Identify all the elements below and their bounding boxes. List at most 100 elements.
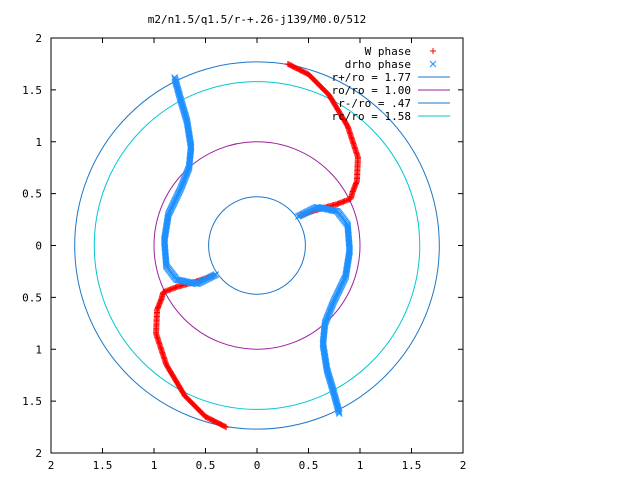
series-2-point: [181, 111, 189, 119]
series-2-point: [182, 112, 189, 120]
series-2-point: [334, 405, 342, 412]
series-2-point: [329, 386, 337, 393]
series-2-point: [330, 391, 338, 398]
series-2-point: [323, 366, 331, 374]
series-2-point: [177, 98, 185, 105]
chart-title: m2/n1.5/q1.5/r-+.26-j139/M0.0/512: [148, 13, 367, 26]
series-2-point: [325, 373, 333, 381]
series-2-point: [342, 271, 350, 279]
series-2-point: [175, 89, 183, 96]
series-2-point: [331, 207, 339, 215]
series-2-point: [328, 381, 335, 389]
series-2-point: [177, 96, 185, 104]
x-tick-label: 1.5: [402, 459, 422, 472]
series-2-point: [164, 212, 172, 220]
x-tick-label: 0.5: [299, 459, 319, 472]
series-2-point: [178, 99, 185, 107]
series-2-point: [326, 376, 334, 384]
data-points: [153, 60, 361, 431]
series-2-point: [331, 395, 339, 402]
series-2-point: [325, 372, 333, 380]
series-2-point: [176, 93, 184, 100]
series-2-point: [173, 82, 181, 90]
series-2-point: [171, 74, 178, 81]
legend-label: drho phase: [345, 58, 411, 71]
series-2-point: [179, 105, 187, 113]
series-2-point: [330, 389, 338, 397]
series-2-point: [324, 369, 332, 376]
series-2-point: [327, 378, 335, 386]
series-2-point: [177, 95, 184, 103]
x-tick-label: 2: [460, 459, 467, 472]
series-2-point: [172, 77, 179, 85]
series-2-point: [333, 401, 341, 409]
legend-marker: [429, 60, 437, 68]
series-2-point: [174, 85, 182, 93]
series-2-point: [326, 375, 333, 382]
series-2-point: [331, 392, 338, 400]
x-tick-label: 1.5: [93, 459, 113, 472]
legend-label: r+/ro = 1.77: [332, 71, 411, 84]
reference-circles: [74, 61, 440, 430]
circle-3: [208, 196, 306, 295]
series-2-point: [171, 75, 179, 83]
x-tick-label: 1: [357, 459, 364, 472]
series-2-point: [331, 393, 339, 401]
series-2-point: [183, 116, 190, 124]
legend-label: r-/ro = .47: [338, 97, 411, 110]
series-2-point: [182, 115, 190, 122]
y-tick-label: 1: [35, 136, 42, 149]
x-tick-label: 0: [254, 459, 261, 472]
legend-label: ro/ro = 1.00: [332, 84, 411, 97]
x-tick-label: 1: [151, 459, 158, 472]
series-2-point: [181, 109, 188, 116]
series-2-point: [172, 80, 180, 88]
circle-4: [93, 81, 421, 410]
series-2-point: [182, 113, 190, 121]
y-tick-label: 0.5: [22, 291, 42, 304]
series-2-point: [183, 117, 191, 125]
axis-ticks: 2 1.5 1 0.5 0 0.5 1 1.5 221.510.500.511.52: [22, 32, 466, 472]
series-2-point: [326, 377, 334, 385]
series-2-point: [328, 383, 336, 391]
series-2-point: [178, 101, 186, 109]
series-2-point: [324, 370, 332, 378]
y-tick-label: 1: [35, 343, 42, 356]
series-2-point: [327, 380, 335, 387]
legend-label: W phase: [365, 45, 411, 58]
series-2-point: [176, 91, 183, 99]
series-2-point: [335, 406, 342, 414]
series-2-point: [174, 86, 182, 94]
series-2-point: [334, 403, 342, 411]
legend-marker: [430, 48, 436, 54]
y-tick-label: 0: [35, 240, 42, 253]
series-2-point: [335, 408, 343, 416]
x-tick-label: 0.5: [196, 459, 216, 472]
series-2-point: [333, 400, 341, 407]
series-2-point: [164, 213, 172, 221]
series-2-point: [329, 384, 336, 392]
series-2-point: [178, 100, 186, 108]
y-tick-label: 2: [35, 447, 42, 460]
series-2-point: [335, 407, 343, 415]
series-2-point: [175, 90, 183, 98]
series-2-point: [171, 76, 179, 84]
series-2-point: [173, 84, 181, 91]
series-2-point: [325, 371, 332, 379]
series-2-point: [324, 367, 331, 375]
series-2-point: [175, 88, 182, 95]
series-2-point: [172, 79, 180, 86]
series-2-point: [342, 270, 350, 278]
series-2-point: [176, 94, 184, 102]
x-tick-label: 2: [48, 459, 55, 472]
y-tick-label: 1.5: [22, 395, 42, 408]
series-2-point: [336, 410, 343, 417]
circle-1: [74, 61, 440, 430]
series-2-point: [181, 110, 189, 118]
legend-label: rc/ro = 1.58: [332, 110, 411, 123]
series-2-point: [332, 398, 340, 406]
series-2-point: [333, 402, 341, 410]
series-2-point: [173, 81, 181, 89]
y-tick-label: 0.5: [22, 188, 42, 201]
